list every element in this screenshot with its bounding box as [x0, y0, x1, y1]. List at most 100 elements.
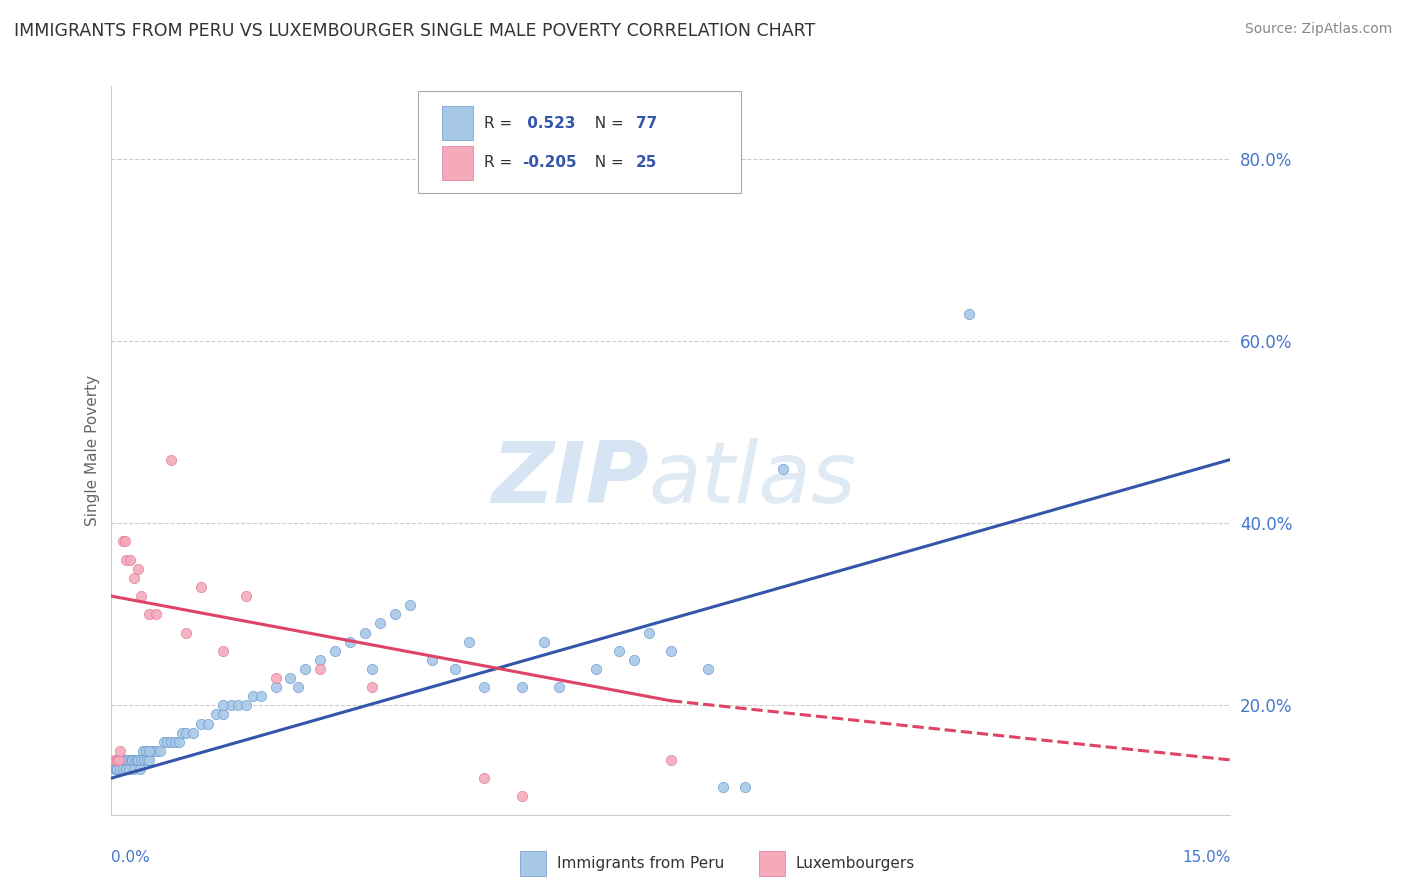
Text: 15.0%: 15.0% [1182, 850, 1230, 865]
Point [249, 690, 271, 704]
Point [120, 753, 142, 767]
Point [108, 753, 131, 767]
Point [235, 589, 257, 603]
Point [138, 753, 160, 767]
Point [111, 753, 134, 767]
Y-axis label: Single Male Poverty: Single Male Poverty [86, 375, 100, 526]
Point [127, 753, 149, 767]
Point [118, 762, 141, 776]
Point [174, 725, 197, 739]
Point [134, 753, 156, 767]
Point [124, 753, 146, 767]
Text: R =: R = [484, 155, 517, 170]
Point [309, 653, 332, 667]
Text: R =: R = [484, 116, 517, 131]
Point [141, 744, 163, 758]
Point [190, 716, 212, 731]
Text: -0.205: -0.205 [522, 155, 576, 170]
Point [309, 662, 332, 676]
Point [607, 644, 630, 658]
Point [711, 780, 734, 795]
Point [183, 725, 205, 739]
Text: 25: 25 [636, 155, 657, 170]
Point [287, 680, 309, 694]
Point [510, 789, 533, 804]
Point [122, 762, 145, 776]
Point [104, 762, 127, 776]
Point [585, 662, 607, 676]
Point [104, 753, 127, 767]
Point [235, 698, 257, 713]
Point [226, 698, 249, 713]
Point [510, 680, 533, 694]
Point [548, 680, 571, 694]
Point [152, 735, 174, 749]
Text: Immigrants from Peru: Immigrants from Peru [557, 856, 724, 871]
Point [167, 735, 190, 749]
Point [105, 753, 128, 767]
Point [957, 307, 980, 321]
Text: IMMIGRANTS FROM PERU VS LUXEMBOURGER SINGLE MALE POVERTY CORRELATION CHART: IMMIGRANTS FROM PERU VS LUXEMBOURGER SIN… [14, 22, 815, 40]
Point [145, 744, 167, 758]
Point [128, 762, 150, 776]
Point [734, 780, 756, 795]
Text: 0.0%: 0.0% [111, 850, 150, 865]
Text: N =: N = [585, 155, 628, 170]
Point [384, 607, 406, 622]
Point [361, 680, 384, 694]
Point [190, 580, 212, 594]
Point [772, 461, 794, 475]
Point [127, 562, 149, 576]
Point [115, 552, 138, 566]
Point [294, 662, 316, 676]
Point [129, 589, 152, 603]
Point [160, 735, 183, 749]
Point [659, 644, 682, 658]
Point [212, 698, 235, 713]
Point [264, 671, 287, 685]
Point [111, 534, 134, 549]
Text: N =: N = [585, 116, 628, 131]
Text: Source: ZipAtlas.com: Source: ZipAtlas.com [1244, 22, 1392, 37]
Point [197, 716, 219, 731]
Point [533, 634, 555, 648]
Point [174, 625, 197, 640]
Point [205, 707, 228, 722]
Point [212, 644, 235, 658]
Text: Luxembourgers: Luxembourgers [796, 856, 915, 871]
Point [637, 625, 659, 640]
Point [354, 625, 377, 640]
Point [136, 753, 159, 767]
Point [160, 452, 183, 467]
Point [474, 680, 496, 694]
Point [115, 762, 138, 776]
Point [110, 744, 132, 758]
Point [458, 634, 481, 648]
Point [398, 598, 420, 612]
Point [623, 653, 645, 667]
Text: 0.523: 0.523 [522, 116, 575, 131]
Point [420, 653, 443, 667]
Point [105, 753, 128, 767]
Point [149, 744, 172, 758]
Point [443, 662, 465, 676]
Point [361, 662, 384, 676]
Point [121, 753, 143, 767]
Point [219, 698, 242, 713]
Point [474, 771, 496, 785]
Point [339, 634, 361, 648]
Point [110, 762, 132, 776]
Point [105, 762, 128, 776]
Point [120, 552, 142, 566]
Point [114, 753, 136, 767]
Point [135, 744, 157, 758]
Point [323, 644, 346, 658]
Point [138, 607, 160, 622]
Point [697, 662, 720, 676]
Text: ZIP: ZIP [491, 438, 648, 521]
Point [132, 744, 155, 758]
Point [129, 753, 152, 767]
Point [107, 753, 129, 767]
Point [172, 725, 194, 739]
Text: atlas: atlas [648, 438, 856, 521]
